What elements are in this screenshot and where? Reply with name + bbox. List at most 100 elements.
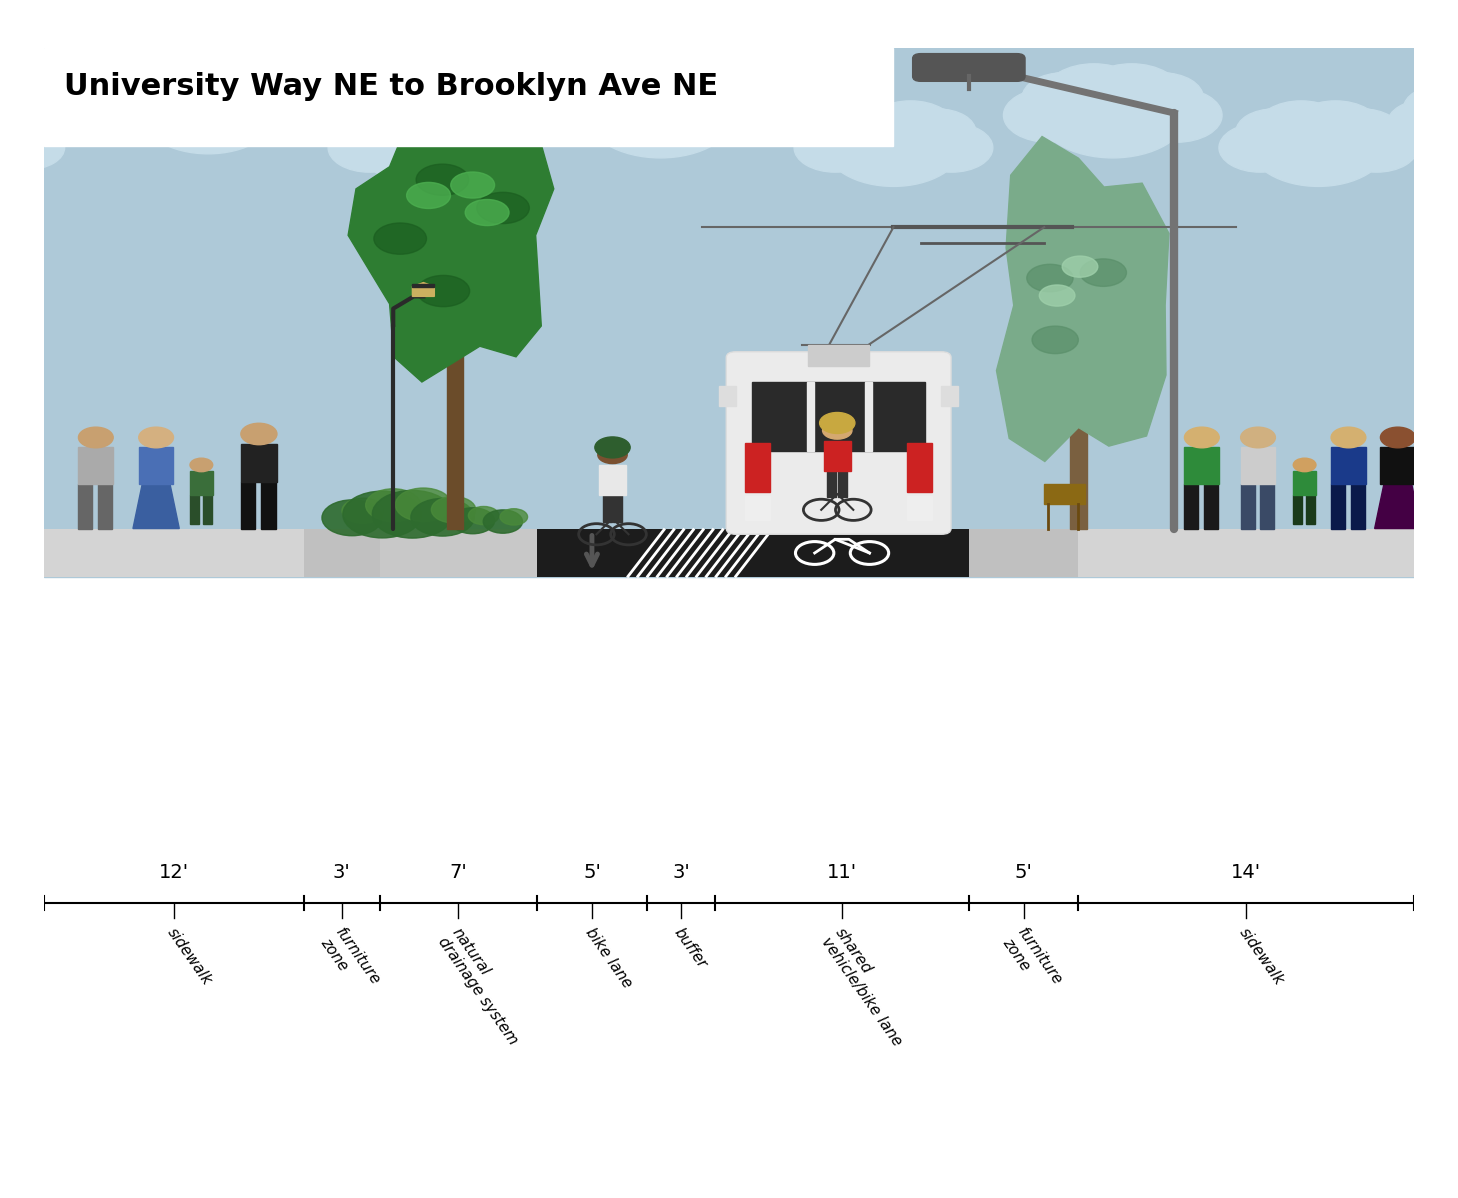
Bar [139, 447, 174, 484]
Circle shape [1293, 458, 1317, 472]
Circle shape [566, 71, 687, 143]
Bar [79, 447, 114, 484]
Bar [865, 382, 872, 452]
Text: 5': 5' [583, 863, 601, 882]
Circle shape [1045, 63, 1143, 122]
Circle shape [184, 74, 295, 139]
Circle shape [1404, 86, 1458, 129]
Circle shape [911, 123, 993, 173]
Circle shape [1241, 428, 1276, 448]
Circle shape [407, 182, 451, 208]
Text: furniture
zone: furniture zone [1000, 925, 1064, 998]
Circle shape [79, 428, 114, 448]
Circle shape [1022, 73, 1105, 122]
Circle shape [1184, 428, 1219, 448]
Circle shape [1257, 101, 1346, 153]
Text: 14': 14' [1232, 863, 1261, 882]
Bar [1306, 496, 1315, 525]
Bar [1331, 447, 1366, 484]
Bar [1204, 484, 1217, 528]
Circle shape [825, 105, 962, 187]
Circle shape [630, 63, 729, 122]
Circle shape [634, 71, 755, 143]
Circle shape [500, 509, 528, 525]
Bar [719, 386, 736, 406]
Text: 7': 7' [449, 863, 467, 882]
Bar [1293, 471, 1317, 496]
Circle shape [451, 508, 494, 534]
Bar [1331, 484, 1344, 528]
Circle shape [1083, 63, 1181, 122]
Bar [1184, 447, 1219, 484]
Bar [602, 495, 611, 521]
Bar [647, 528, 716, 577]
Bar [203, 496, 211, 525]
Circle shape [372, 490, 452, 538]
Circle shape [1401, 84, 1458, 146]
Circle shape [109, 91, 191, 139]
Circle shape [1026, 265, 1073, 292]
Bar [241, 444, 277, 483]
Circle shape [1131, 89, 1222, 143]
Bar [808, 345, 869, 365]
Bar [1070, 374, 1086, 528]
Bar [824, 441, 851, 471]
Circle shape [869, 107, 980, 173]
Circle shape [822, 422, 851, 440]
Circle shape [1037, 68, 1188, 158]
FancyBboxPatch shape [726, 352, 951, 534]
Circle shape [241, 423, 277, 444]
Bar [828, 471, 837, 497]
Circle shape [468, 507, 499, 525]
Bar [413, 284, 434, 286]
Text: bike lane: bike lane [582, 925, 634, 991]
Circle shape [366, 101, 455, 153]
Circle shape [1457, 78, 1458, 129]
Circle shape [373, 223, 427, 254]
Text: 3': 3' [332, 863, 351, 882]
Circle shape [1232, 107, 1343, 173]
Circle shape [1032, 326, 1079, 353]
Bar [1381, 447, 1416, 484]
Circle shape [1331, 428, 1366, 448]
Circle shape [139, 428, 174, 448]
Circle shape [0, 105, 31, 153]
Circle shape [216, 77, 290, 121]
Text: natural
drainage system: natural drainage system [434, 925, 534, 1048]
Text: 3': 3' [672, 863, 690, 882]
Polygon shape [413, 283, 434, 296]
Bar [446, 350, 464, 528]
Circle shape [585, 68, 736, 158]
Circle shape [328, 123, 410, 173]
Circle shape [0, 126, 64, 169]
Circle shape [1080, 259, 1127, 286]
Circle shape [866, 101, 955, 153]
Circle shape [551, 89, 642, 143]
Circle shape [1295, 107, 1404, 173]
Circle shape [1003, 89, 1094, 143]
Circle shape [341, 107, 452, 173]
Circle shape [0, 109, 36, 182]
Circle shape [1290, 101, 1379, 153]
Bar [907, 443, 932, 492]
Bar [44, 48, 1414, 577]
Circle shape [411, 498, 474, 536]
Bar [305, 528, 379, 577]
Bar [716, 528, 968, 577]
Circle shape [477, 193, 529, 224]
Text: 5': 5' [1015, 863, 1032, 882]
Circle shape [1120, 73, 1203, 122]
Bar [1241, 484, 1254, 528]
Circle shape [1086, 71, 1207, 143]
Bar [745, 496, 770, 520]
Circle shape [445, 123, 526, 173]
Bar [968, 528, 1079, 577]
Circle shape [1063, 256, 1098, 277]
Bar [98, 484, 112, 528]
Polygon shape [1375, 484, 1422, 528]
Text: 11': 11' [827, 863, 857, 882]
Circle shape [322, 500, 382, 536]
Circle shape [432, 496, 475, 522]
Bar [1350, 484, 1365, 528]
Circle shape [595, 437, 630, 458]
